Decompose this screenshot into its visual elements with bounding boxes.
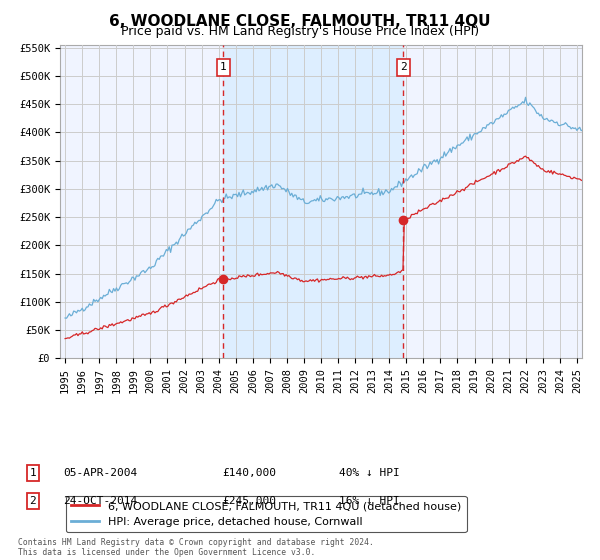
- Bar: [223, 45, 403, 358]
- Text: 2: 2: [400, 62, 407, 72]
- Text: £140,000: £140,000: [222, 468, 276, 478]
- Text: 05-APR-2004: 05-APR-2004: [63, 468, 137, 478]
- Text: £245,000: £245,000: [222, 496, 276, 506]
- Text: Price paid vs. HM Land Registry's House Price Index (HPI): Price paid vs. HM Land Registry's House …: [121, 25, 479, 38]
- Text: 2: 2: [29, 496, 37, 506]
- Text: 24-OCT-2014: 24-OCT-2014: [63, 496, 137, 506]
- Text: 40% ↓ HPI: 40% ↓ HPI: [339, 468, 400, 478]
- Text: 6, WOODLANE CLOSE, FALMOUTH, TR11 4QU: 6, WOODLANE CLOSE, FALMOUTH, TR11 4QU: [109, 14, 491, 29]
- Text: 1: 1: [29, 468, 37, 478]
- Text: 1: 1: [220, 62, 227, 72]
- Text: 16% ↓ HPI: 16% ↓ HPI: [339, 496, 400, 506]
- Legend: 6, WOODLANE CLOSE, FALMOUTH, TR11 4QU (detached house), HPI: Average price, deta: 6, WOODLANE CLOSE, FALMOUTH, TR11 4QU (d…: [65, 496, 467, 533]
- Text: Contains HM Land Registry data © Crown copyright and database right 2024.
This d: Contains HM Land Registry data © Crown c…: [18, 538, 374, 557]
